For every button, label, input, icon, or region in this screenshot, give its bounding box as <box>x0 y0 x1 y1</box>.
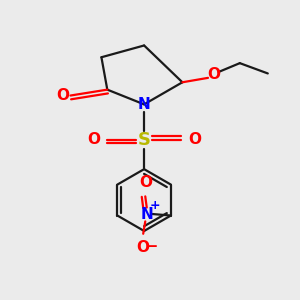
Text: O: O <box>56 88 69 103</box>
Text: O: O <box>188 132 201 147</box>
Text: O: O <box>137 240 150 255</box>
Text: O: O <box>207 68 220 82</box>
Text: O: O <box>139 176 152 190</box>
Text: −: − <box>145 239 158 254</box>
Text: S: S <box>138 131 151 149</box>
Text: +: + <box>150 199 160 212</box>
Text: N: N <box>140 206 153 221</box>
Text: N: N <box>138 97 151 112</box>
Text: O: O <box>87 132 100 147</box>
